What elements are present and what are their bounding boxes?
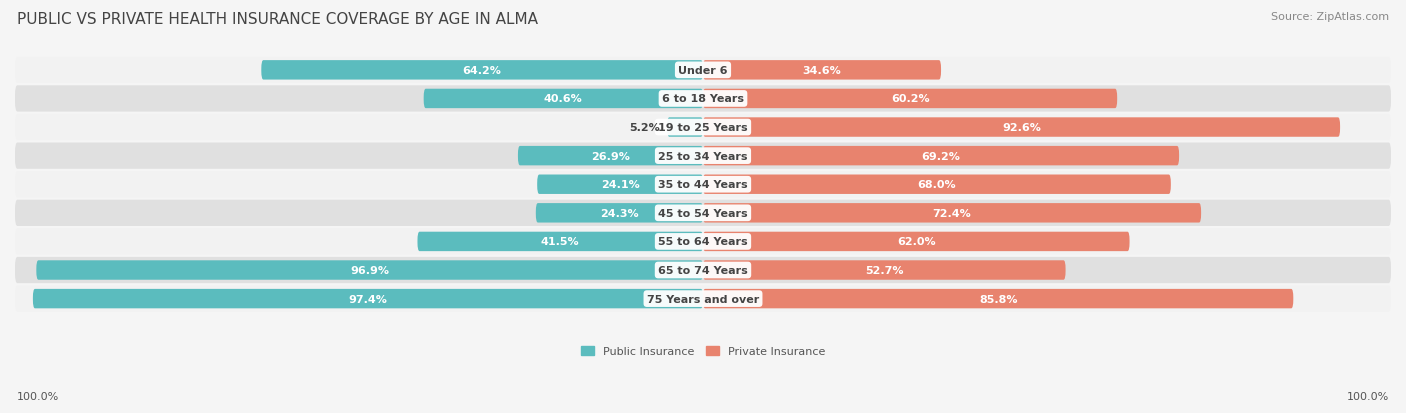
FancyBboxPatch shape [418, 232, 703, 252]
Text: 65 to 74 Years: 65 to 74 Years [658, 266, 748, 275]
Text: 35 to 44 Years: 35 to 44 Years [658, 180, 748, 190]
FancyBboxPatch shape [703, 61, 941, 81]
Text: 25 to 34 Years: 25 to 34 Years [658, 151, 748, 161]
Text: 34.6%: 34.6% [803, 66, 841, 76]
Text: 40.6%: 40.6% [544, 94, 582, 104]
FancyBboxPatch shape [703, 118, 1340, 138]
Text: 52.7%: 52.7% [865, 266, 904, 275]
Text: 45 to 54 Years: 45 to 54 Years [658, 208, 748, 218]
Text: 64.2%: 64.2% [463, 66, 502, 76]
Text: 41.5%: 41.5% [541, 237, 579, 247]
Text: 19 to 25 Years: 19 to 25 Years [658, 123, 748, 133]
FancyBboxPatch shape [15, 86, 1391, 112]
Legend: Public Insurance, Private Insurance: Public Insurance, Private Insurance [578, 342, 828, 360]
FancyBboxPatch shape [703, 204, 1201, 223]
FancyBboxPatch shape [423, 90, 703, 109]
FancyBboxPatch shape [517, 147, 703, 166]
Text: 92.6%: 92.6% [1002, 123, 1040, 133]
Text: 85.8%: 85.8% [979, 294, 1018, 304]
Text: Source: ZipAtlas.com: Source: ZipAtlas.com [1271, 12, 1389, 22]
FancyBboxPatch shape [668, 118, 703, 138]
Text: Under 6: Under 6 [678, 66, 728, 76]
FancyBboxPatch shape [703, 261, 1066, 280]
Text: 24.1%: 24.1% [600, 180, 640, 190]
Text: 68.0%: 68.0% [918, 180, 956, 190]
Text: PUBLIC VS PRIVATE HEALTH INSURANCE COVERAGE BY AGE IN ALMA: PUBLIC VS PRIVATE HEALTH INSURANCE COVER… [17, 12, 538, 27]
FancyBboxPatch shape [15, 57, 1391, 84]
FancyBboxPatch shape [37, 261, 703, 280]
Text: 62.0%: 62.0% [897, 237, 935, 247]
FancyBboxPatch shape [537, 175, 703, 195]
FancyBboxPatch shape [703, 175, 1171, 195]
FancyBboxPatch shape [15, 143, 1391, 169]
Text: 26.9%: 26.9% [591, 151, 630, 161]
Text: 100.0%: 100.0% [17, 391, 59, 401]
FancyBboxPatch shape [262, 61, 703, 81]
FancyBboxPatch shape [32, 289, 703, 309]
FancyBboxPatch shape [703, 147, 1180, 166]
Text: 24.3%: 24.3% [600, 208, 638, 218]
FancyBboxPatch shape [15, 114, 1391, 141]
Text: 75 Years and over: 75 Years and over [647, 294, 759, 304]
FancyBboxPatch shape [703, 232, 1129, 252]
FancyBboxPatch shape [15, 257, 1391, 283]
Text: 69.2%: 69.2% [921, 151, 960, 161]
Text: 97.4%: 97.4% [349, 294, 388, 304]
Text: 60.2%: 60.2% [891, 94, 929, 104]
FancyBboxPatch shape [15, 229, 1391, 255]
Text: 55 to 64 Years: 55 to 64 Years [658, 237, 748, 247]
FancyBboxPatch shape [15, 200, 1391, 226]
FancyBboxPatch shape [536, 204, 703, 223]
Text: 96.9%: 96.9% [350, 266, 389, 275]
FancyBboxPatch shape [15, 286, 1391, 312]
Text: 72.4%: 72.4% [932, 208, 972, 218]
Text: 6 to 18 Years: 6 to 18 Years [662, 94, 744, 104]
FancyBboxPatch shape [703, 289, 1294, 309]
FancyBboxPatch shape [15, 172, 1391, 198]
FancyBboxPatch shape [703, 90, 1118, 109]
Text: 5.2%: 5.2% [630, 123, 661, 133]
Text: 100.0%: 100.0% [1347, 391, 1389, 401]
